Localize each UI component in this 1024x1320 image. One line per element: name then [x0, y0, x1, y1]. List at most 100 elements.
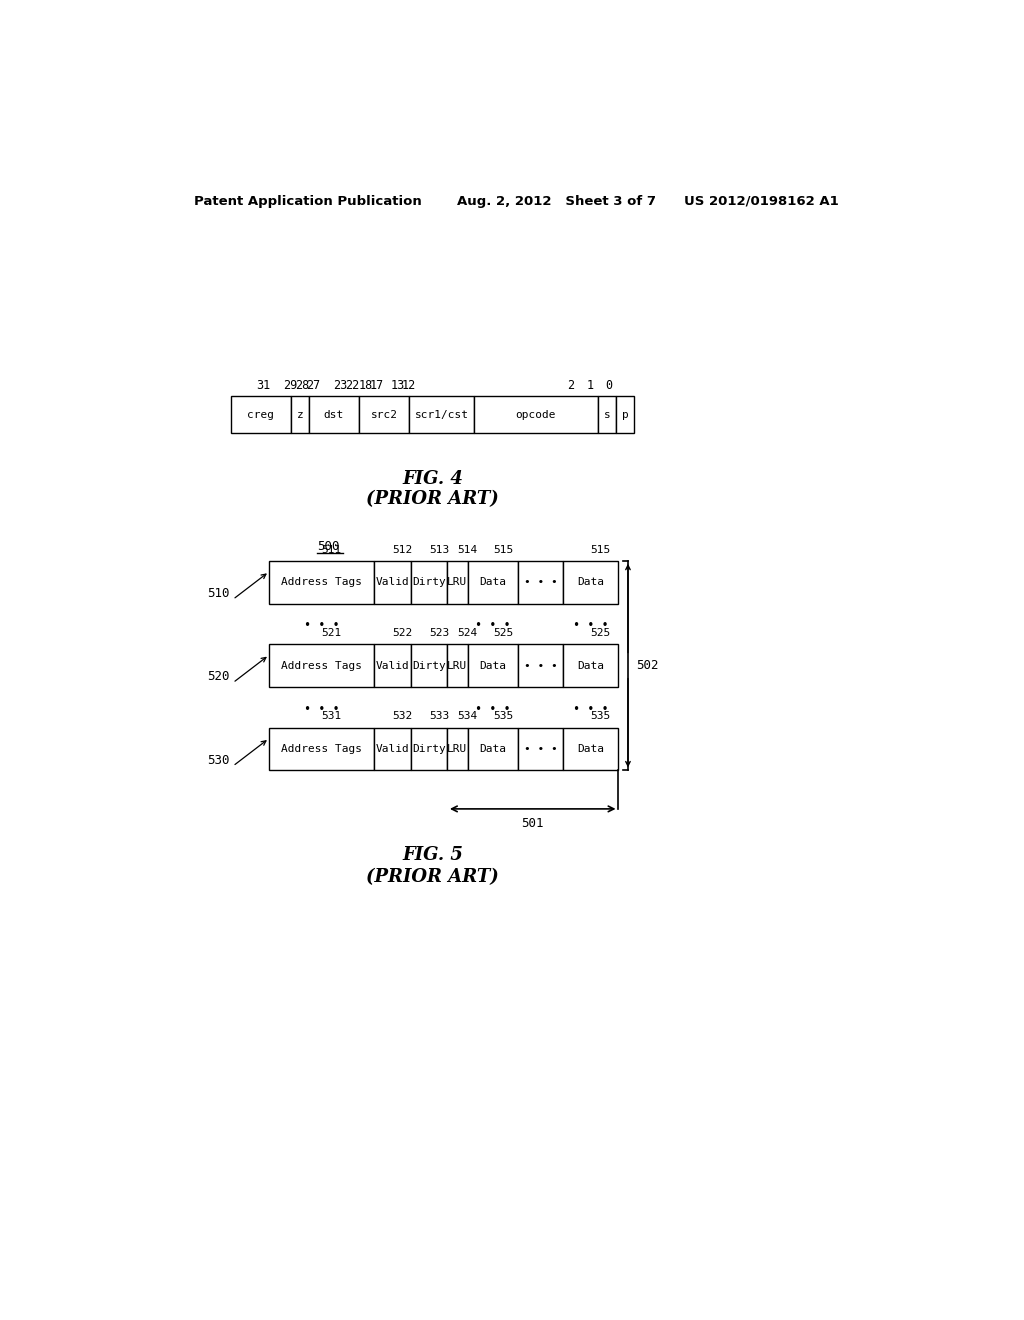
Bar — [468, 727, 518, 771]
Text: 523: 523 — [429, 628, 450, 638]
Text: 31: 31 — [256, 379, 270, 392]
Bar — [374, 561, 411, 603]
Bar — [598, 396, 616, 433]
Text: LRU: LRU — [447, 744, 468, 754]
Text: 29: 29 — [284, 379, 298, 392]
Bar — [374, 727, 411, 771]
Text: Data: Data — [479, 660, 507, 671]
Text: • • •: • • • — [524, 577, 557, 587]
Bar — [409, 396, 474, 433]
Text: 511: 511 — [322, 545, 342, 554]
Text: opcode: opcode — [516, 409, 556, 420]
Text: Valid: Valid — [376, 660, 410, 671]
Text: FIG. 4: FIG. 4 — [402, 470, 463, 487]
Text: (PRIOR ART): (PRIOR ART) — [367, 869, 499, 886]
Bar — [563, 561, 618, 603]
Text: 0: 0 — [605, 379, 612, 392]
Text: 17: 17 — [370, 379, 384, 392]
Text: • • •: • • • — [304, 702, 339, 715]
Text: Valid: Valid — [376, 577, 410, 587]
Bar — [411, 644, 447, 686]
Bar — [616, 396, 634, 433]
Bar — [231, 396, 291, 433]
Text: Valid: Valid — [376, 744, 410, 754]
Text: • • •: • • • — [524, 744, 557, 754]
Text: 28: 28 — [295, 379, 309, 392]
Text: 534: 534 — [458, 711, 477, 722]
Text: Data: Data — [479, 577, 507, 587]
Text: • • •: • • • — [475, 619, 511, 632]
Text: Data: Data — [578, 577, 604, 587]
Text: Dirty: Dirty — [412, 744, 445, 754]
Text: 27: 27 — [306, 379, 321, 392]
Bar — [474, 396, 598, 433]
Text: s: s — [603, 409, 610, 420]
Text: Dirty: Dirty — [412, 577, 445, 587]
Bar — [518, 561, 563, 603]
Text: z: z — [296, 409, 303, 420]
Bar — [269, 561, 374, 603]
Bar — [447, 644, 468, 686]
Text: Data: Data — [479, 744, 507, 754]
Text: Aug. 2, 2012   Sheet 3 of 7: Aug. 2, 2012 Sheet 3 of 7 — [458, 194, 656, 207]
Text: 535: 535 — [591, 711, 611, 722]
Text: Patent Application Publication: Patent Application Publication — [194, 194, 422, 207]
Bar — [359, 396, 409, 433]
Bar — [563, 727, 618, 771]
Text: 530: 530 — [207, 754, 229, 767]
Text: • • •: • • • — [304, 619, 339, 632]
Text: 515: 515 — [494, 545, 513, 554]
Text: 513: 513 — [429, 545, 450, 554]
Text: 525: 525 — [494, 628, 513, 638]
Text: dst: dst — [324, 409, 344, 420]
Text: p: p — [622, 409, 629, 420]
Text: 510: 510 — [207, 587, 229, 599]
Text: LRU: LRU — [447, 577, 468, 587]
Text: Data: Data — [578, 744, 604, 754]
Text: • • •: • • • — [572, 702, 608, 715]
Text: Dirty: Dirty — [412, 660, 445, 671]
Bar — [291, 396, 309, 433]
Text: 521: 521 — [322, 628, 342, 638]
Text: • • •: • • • — [524, 660, 557, 671]
Text: Address Tags: Address Tags — [282, 660, 362, 671]
Bar — [468, 644, 518, 686]
Text: scr1/cst: scr1/cst — [415, 409, 468, 420]
Text: 13: 13 — [391, 379, 404, 392]
Bar — [269, 727, 374, 771]
Text: US 2012/0198162 A1: US 2012/0198162 A1 — [684, 194, 839, 207]
Bar — [563, 644, 618, 686]
Text: 23: 23 — [334, 379, 348, 392]
Text: 18: 18 — [359, 379, 373, 392]
Bar — [269, 644, 374, 686]
Text: 535: 535 — [494, 711, 513, 722]
Text: 531: 531 — [322, 711, 342, 722]
Bar — [309, 396, 359, 433]
Text: • • •: • • • — [475, 702, 511, 715]
Text: 525: 525 — [591, 628, 611, 638]
Bar — [411, 561, 447, 603]
Text: 524: 524 — [458, 628, 477, 638]
Text: FIG. 5: FIG. 5 — [402, 846, 463, 863]
Text: 514: 514 — [458, 545, 477, 554]
Bar — [518, 644, 563, 686]
Text: 1: 1 — [587, 379, 594, 392]
Text: 500: 500 — [316, 540, 339, 553]
Text: • • •: • • • — [572, 619, 608, 632]
Text: 2: 2 — [567, 379, 574, 392]
Text: (PRIOR ART): (PRIOR ART) — [367, 490, 499, 508]
Text: LRU: LRU — [447, 660, 468, 671]
Bar — [447, 727, 468, 771]
Text: 501: 501 — [521, 817, 544, 830]
Text: Address Tags: Address Tags — [282, 577, 362, 587]
Bar — [468, 561, 518, 603]
Text: 502: 502 — [636, 659, 658, 672]
Bar — [447, 561, 468, 603]
Bar — [374, 644, 411, 686]
Text: 533: 533 — [429, 711, 450, 722]
Bar — [518, 727, 563, 771]
Text: 22: 22 — [345, 379, 359, 392]
Text: 522: 522 — [392, 628, 413, 638]
Text: 520: 520 — [207, 671, 229, 684]
Text: src2: src2 — [371, 409, 397, 420]
